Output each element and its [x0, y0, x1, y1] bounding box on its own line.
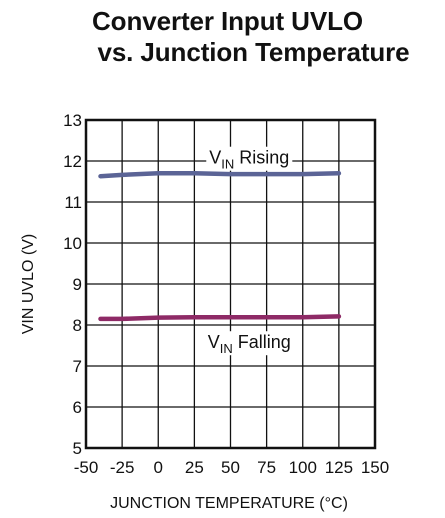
chart-title-line-1: Converter Input UVLO	[91, 6, 363, 36]
x-tick-label: -25	[110, 458, 135, 477]
x-tick-labels: -50 -25 0 25 50 75 100 125 150	[74, 458, 389, 477]
y-tick-label: 6	[73, 398, 82, 417]
x-tick-label: 75	[257, 458, 276, 477]
y-axis-title: VIN UVLO (V)	[20, 234, 37, 334]
series-layer	[98, 171, 342, 322]
series-label: VIN Rising	[209, 148, 289, 172]
series-label-subscript: IN	[220, 341, 233, 356]
chart-title: Converter Input UVLO vs. Junction Temper…	[0, 6, 445, 68]
series-label-background	[204, 331, 294, 356]
y-tick-label: 8	[73, 316, 82, 335]
y-tick-label: 13	[63, 111, 82, 130]
y-tick-label: 5	[73, 439, 82, 458]
series-label-subscript: IN	[221, 157, 234, 172]
series-label-background	[206, 146, 293, 171]
y-tick-label: 11	[64, 193, 82, 212]
y-tick-label: 9	[73, 275, 82, 294]
x-tick-label: 100	[289, 458, 317, 477]
series-label: VIN Falling	[208, 332, 291, 356]
x-tick-label: 125	[325, 458, 353, 477]
y-tick-label: 7	[73, 357, 82, 376]
y-tick-labels: 5 6 7 8 9 10 11 12 13	[63, 111, 82, 458]
series-label-rest: Falling	[233, 332, 291, 352]
x-tick-label: 150	[361, 458, 389, 477]
series-label-main: V	[209, 148, 221, 168]
x-tick-label: 50	[221, 458, 240, 477]
series-label-main: V	[208, 332, 220, 352]
x-tick-label: 0	[154, 458, 163, 477]
x-tick-label: 25	[185, 458, 204, 477]
x-tick-label: -50	[74, 458, 99, 477]
series-label-rest: Rising	[234, 148, 289, 168]
y-tick-label: 12	[63, 152, 82, 171]
y-tick-label: 10	[63, 234, 82, 253]
chart-title-line-2: vs. Junction Temperature	[97, 37, 410, 67]
plot-frame	[84, 118, 377, 450]
x-axis-title: JUNCTION TEMPERATURE (°C)	[110, 495, 348, 512]
series-line	[98, 314, 342, 322]
series-line	[98, 171, 342, 179]
